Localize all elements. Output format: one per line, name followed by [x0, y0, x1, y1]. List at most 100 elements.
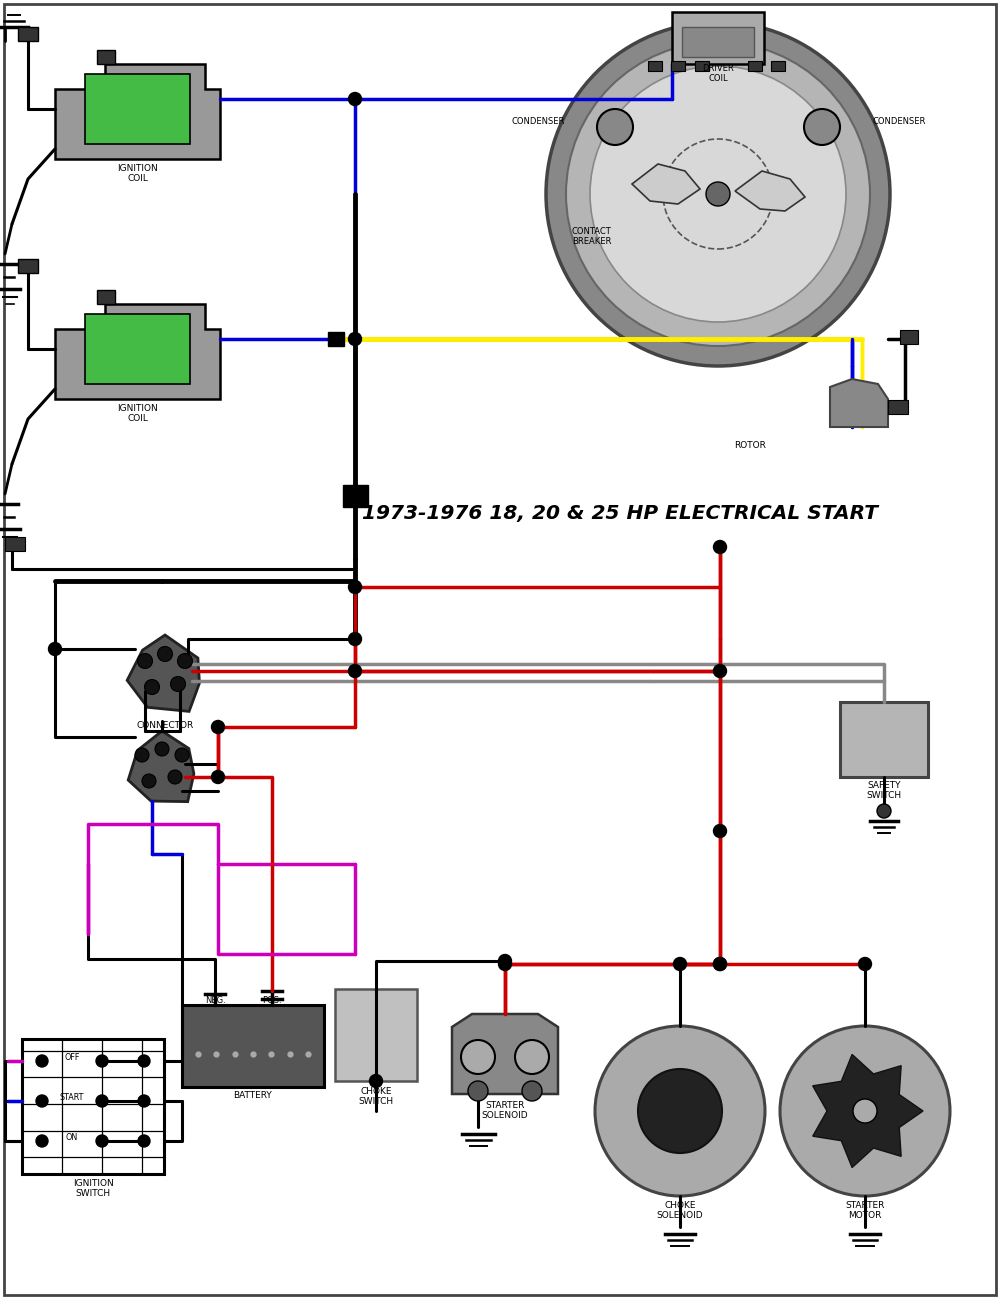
- FancyBboxPatch shape: [748, 61, 762, 71]
- Circle shape: [96, 1055, 108, 1066]
- FancyBboxPatch shape: [85, 314, 190, 385]
- Text: ROTOR: ROTOR: [734, 440, 766, 449]
- Polygon shape: [128, 731, 194, 801]
- Polygon shape: [127, 635, 199, 712]
- Circle shape: [178, 653, 192, 669]
- Circle shape: [370, 1074, 382, 1087]
- Circle shape: [170, 677, 186, 691]
- FancyBboxPatch shape: [18, 259, 38, 273]
- Circle shape: [138, 653, 152, 669]
- FancyBboxPatch shape: [5, 536, 25, 551]
- Circle shape: [706, 182, 730, 207]
- FancyBboxPatch shape: [328, 333, 344, 346]
- Circle shape: [858, 957, 872, 970]
- Polygon shape: [452, 1015, 558, 1094]
- Circle shape: [468, 1081, 488, 1102]
- Circle shape: [349, 581, 362, 594]
- Text: DRIVER
COIL: DRIVER COIL: [702, 64, 734, 83]
- Circle shape: [674, 957, 686, 970]
- Text: STARTER
SOLENOID: STARTER SOLENOID: [482, 1102, 528, 1121]
- Circle shape: [138, 1055, 150, 1066]
- Circle shape: [498, 955, 512, 968]
- Circle shape: [158, 647, 173, 661]
- FancyBboxPatch shape: [672, 12, 764, 64]
- Circle shape: [461, 1040, 495, 1074]
- Text: CONDENSER: CONDENSER: [512, 117, 565, 126]
- Circle shape: [597, 109, 633, 145]
- Text: CONTACT
BREAKER: CONTACT BREAKER: [572, 227, 612, 247]
- Polygon shape: [55, 64, 220, 158]
- FancyBboxPatch shape: [85, 74, 190, 144]
- Circle shape: [349, 333, 362, 346]
- Circle shape: [714, 957, 726, 970]
- Circle shape: [714, 665, 726, 678]
- Text: 1973-1976 18, 20 & 25 HP ELECTRICAL START: 1973-1976 18, 20 & 25 HP ELECTRICAL STAR…: [362, 504, 878, 523]
- Circle shape: [36, 1135, 48, 1147]
- FancyBboxPatch shape: [335, 989, 417, 1081]
- Circle shape: [853, 1099, 877, 1124]
- FancyBboxPatch shape: [771, 61, 785, 71]
- Circle shape: [349, 92, 362, 105]
- FancyBboxPatch shape: [343, 485, 368, 507]
- Circle shape: [566, 42, 870, 346]
- Polygon shape: [813, 1055, 923, 1168]
- FancyBboxPatch shape: [840, 701, 928, 777]
- FancyBboxPatch shape: [182, 1005, 324, 1087]
- FancyBboxPatch shape: [695, 61, 709, 71]
- Text: CONDENSER: CONDENSER: [872, 117, 925, 126]
- FancyBboxPatch shape: [97, 49, 115, 64]
- Circle shape: [96, 1135, 108, 1147]
- Circle shape: [168, 770, 182, 785]
- Circle shape: [138, 1095, 150, 1107]
- Circle shape: [138, 1135, 150, 1147]
- Text: OFF: OFF: [64, 1053, 80, 1063]
- FancyBboxPatch shape: [18, 27, 38, 42]
- Circle shape: [349, 665, 362, 678]
- Circle shape: [36, 1055, 48, 1066]
- Polygon shape: [830, 379, 888, 427]
- Text: CHOKE
SOLENOID: CHOKE SOLENOID: [657, 1202, 703, 1220]
- Circle shape: [96, 1095, 108, 1107]
- Text: BATTERY: BATTERY: [233, 1091, 271, 1100]
- FancyBboxPatch shape: [888, 400, 908, 414]
- Circle shape: [877, 804, 891, 818]
- Circle shape: [48, 643, 62, 656]
- FancyBboxPatch shape: [648, 61, 662, 71]
- Text: NEG.: NEG.: [205, 996, 225, 1005]
- Circle shape: [135, 748, 149, 763]
- Text: STARTER
MOTOR: STARTER MOTOR: [845, 1202, 885, 1220]
- FancyBboxPatch shape: [671, 61, 685, 71]
- Circle shape: [142, 774, 156, 788]
- Polygon shape: [632, 164, 700, 204]
- Text: ON: ON: [66, 1134, 78, 1143]
- FancyBboxPatch shape: [682, 27, 754, 57]
- Text: CONNECTOR: CONNECTOR: [136, 721, 194, 730]
- Circle shape: [36, 1095, 48, 1107]
- Text: SAFETY
SWITCH: SAFETY SWITCH: [866, 781, 902, 800]
- Polygon shape: [55, 304, 220, 399]
- Text: POS.: POS.: [262, 996, 282, 1005]
- Text: IGNITION
COIL: IGNITION COIL: [118, 404, 158, 423]
- FancyBboxPatch shape: [900, 330, 918, 344]
- Circle shape: [638, 1069, 722, 1154]
- FancyBboxPatch shape: [22, 1039, 164, 1174]
- Polygon shape: [735, 171, 805, 210]
- Circle shape: [595, 1026, 765, 1196]
- Circle shape: [498, 957, 512, 970]
- Circle shape: [212, 721, 225, 734]
- Text: CHOKE
SWITCH: CHOKE SWITCH: [358, 1087, 394, 1107]
- Circle shape: [714, 825, 726, 838]
- Text: IGNITION
COIL: IGNITION COIL: [118, 164, 158, 183]
- Circle shape: [349, 633, 362, 646]
- Circle shape: [155, 742, 169, 756]
- Circle shape: [804, 109, 840, 145]
- Circle shape: [590, 66, 846, 322]
- Circle shape: [714, 540, 726, 553]
- Circle shape: [144, 679, 160, 695]
- Circle shape: [212, 770, 225, 783]
- Circle shape: [175, 748, 189, 763]
- Circle shape: [515, 1040, 549, 1074]
- Circle shape: [522, 1081, 542, 1102]
- Text: START: START: [60, 1094, 84, 1103]
- Circle shape: [546, 22, 890, 366]
